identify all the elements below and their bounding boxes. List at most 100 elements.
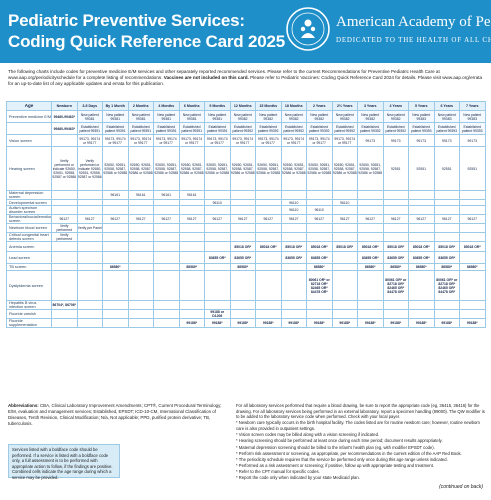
footnote: * Performed as a risk assessment or scre… [236, 463, 435, 469]
table-cell [153, 300, 180, 310]
table-cell [102, 300, 129, 310]
table-cell [178, 241, 205, 252]
age-column-header: Newborn [51, 101, 78, 111]
table-cell [127, 232, 154, 242]
table-cell: Established patient 99393 [433, 122, 460, 135]
table-cell [255, 300, 282, 310]
table-cell: Established patient 99393 [459, 122, 486, 135]
table-cell: 99173, 99174 or 99177 [331, 134, 358, 147]
table-cell: 96127 [51, 214, 78, 224]
table-cell: 96127 [433, 214, 460, 224]
table-cell [382, 223, 409, 233]
table-cell [127, 318, 154, 328]
row-label: Hepatitis B virus infection screen [6, 300, 52, 310]
age-column-header: 5 Years [408, 101, 435, 111]
table-cell [127, 205, 154, 215]
table-cell: 96127 [255, 214, 282, 224]
table-cell: 92650, 92651, 92558, 92587, 92586 or 925… [204, 146, 231, 191]
table-cell: 92650, 92651, 92558, 92587, 92586 or 925… [331, 146, 358, 191]
table-cell: 99173, 99174 or 99177 [153, 134, 180, 147]
abbreviations: Abbreviations: CBA, Clinical Laboratory … [8, 403, 226, 427]
table-cell: 96127 [127, 214, 154, 224]
table-cell [459, 232, 486, 242]
table-row: Fluoride varnish 99188 or D1206 [6, 309, 486, 319]
table-cell [178, 232, 205, 242]
table-cell: 86580* [102, 263, 129, 271]
table-cell: 92650, 92651, 92558, 92587, 92586 or 925… [153, 146, 180, 191]
table-cell [229, 223, 256, 233]
table-row: Newborn blood screen Verify performed Veri… [6, 223, 486, 233]
table-cell: New patient 99382 [382, 110, 409, 123]
table-cell [357, 300, 384, 310]
table-cell: Established patient 99392 [382, 122, 409, 135]
footnote: * Newborn care typically occurs in the b… [236, 420, 481, 431]
table-cell [153, 223, 180, 233]
table-cell [255, 223, 282, 233]
table-cell: 99188* [178, 318, 205, 328]
table-cell [255, 190, 282, 200]
table-cell: 86580* [459, 263, 486, 271]
table-cell [408, 223, 435, 233]
age-column-header: 6 Months [178, 101, 205, 111]
table-cell: 92551 [433, 146, 460, 191]
table-cell [408, 300, 435, 310]
table-cell: 99173, 99174 or 99177 [127, 134, 154, 147]
table-cell: 96127 [153, 214, 180, 224]
table-cell [51, 251, 78, 264]
table-cell [229, 232, 256, 242]
table-cell [178, 251, 205, 264]
table-cell: 96161 [102, 190, 129, 200]
table-cell [127, 270, 154, 301]
table-cell [331, 251, 358, 264]
table-cell: 86580* [357, 263, 384, 271]
footnote: * Hearing screening should be performed … [236, 438, 443, 444]
table-cell: 99188* [433, 318, 460, 328]
table-cell: 92650, 92651, 92558, 92587, 92586 or 925… [127, 146, 154, 191]
table-cell [280, 223, 307, 233]
table-cell: New patient 99382 [331, 110, 358, 123]
row-label: Vision screen [6, 134, 52, 147]
table-cell: Established patient 99392 [280, 122, 307, 135]
table-cell: Established patient 99392 [229, 122, 256, 135]
table-cell [178, 270, 205, 301]
header-banner: Pediatric Preventive Services: Coding Qu… [0, 0, 491, 63]
table-row: Autism spectrum disorder screen 96110 9611… [6, 205, 486, 215]
table-cell: 99173, 99174 or 99177 [255, 134, 282, 147]
table-cell: 92650, 92651, 92558, 92587, 92586 or 925… [255, 146, 282, 191]
intro-part-2: Please refer to Pediatric Vaccines: Codi… [8, 75, 483, 87]
table-cell: 99460-99463* [51, 122, 78, 135]
table-cell [102, 241, 129, 252]
title-line-2: Coding Quick Reference Card 2025 [8, 32, 286, 51]
footnote: * Report the code only when indicated by… [236, 475, 360, 481]
table-cell: 85018 OR* [433, 241, 460, 252]
table-cell [255, 232, 282, 242]
table-cell: New patient 99381 [127, 110, 154, 123]
table-cell [51, 263, 78, 271]
table-cell: 99173 [357, 134, 384, 147]
table-cell: 80061 OR* or 82718 OR* 82465 OR* 84478 O… [433, 270, 460, 301]
table-cell [204, 205, 231, 215]
table-cell [306, 232, 333, 242]
table-cell [178, 309, 205, 319]
table-cell [357, 309, 384, 319]
table-cell [76, 309, 103, 319]
table-cell [153, 270, 180, 301]
table-cell: 99173, 99174 or 99177 [280, 134, 307, 147]
table-cell [433, 190, 460, 200]
table-cell [229, 205, 256, 215]
table-cell: 92650, 92651, 92558, 92587, 92586 or 925… [178, 146, 205, 191]
table-cell: 96161 [178, 190, 205, 200]
table-cell: 92650, 92651, 92558, 92587, 92586 or 925… [102, 146, 129, 191]
table-cell: 85018 OR* [382, 241, 409, 252]
table-cell [102, 205, 129, 215]
age-column-header: 6 Years [433, 101, 460, 111]
table-cell: 99188* [382, 318, 409, 328]
table-cell: New patient 99383 [459, 110, 486, 123]
table-cell: New patient 99383 [408, 110, 435, 123]
table-cell: 86580* [229, 263, 256, 271]
age-column-header: 12 Months [229, 101, 256, 111]
table-cell [51, 309, 78, 319]
table-cell [433, 300, 460, 310]
table-cell [127, 241, 154, 252]
table-cell [306, 309, 333, 319]
